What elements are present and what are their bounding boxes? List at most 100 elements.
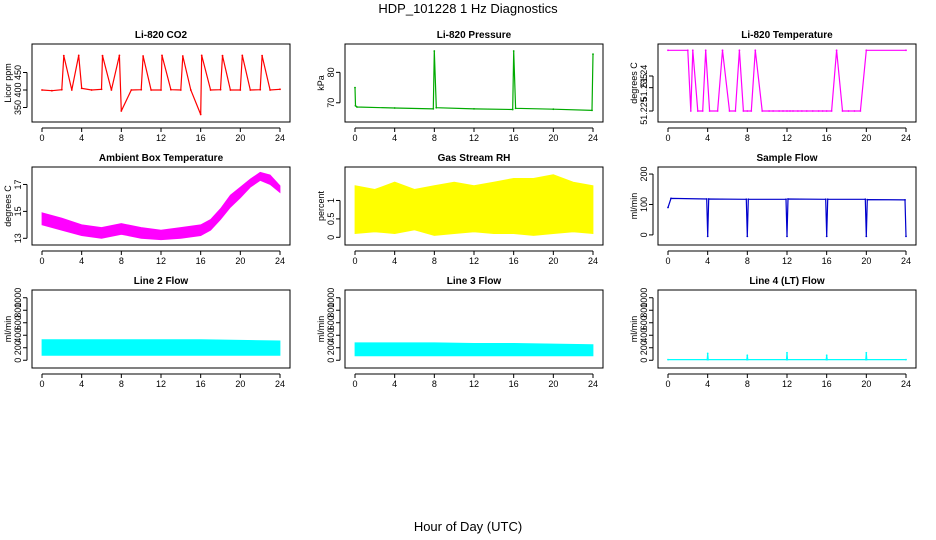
co2-y-tick-label: 450 (13, 65, 23, 80)
licor_temp-point (782, 110, 784, 112)
line3-x-tick-label: 16 (509, 379, 519, 389)
chart-panel-pressure: Li-820 Pressure kPa 0 4 8 12 16 20 24 70 80 (316, 30, 604, 143)
sample_flow-x-tick-label: 12 (782, 256, 792, 266)
line4-y-tick-label: 200 (639, 340, 649, 355)
sample_flow-point (905, 235, 907, 238)
licor_temp-point (830, 110, 833, 112)
licor_temp-x-tick-label: 24 (901, 133, 911, 143)
pressure-title: Li-820 Pressure (437, 30, 512, 41)
licor_temp-y-tick-label: 51.225 (639, 97, 649, 125)
co2-point (279, 88, 281, 91)
licor_temp-series-line (668, 49, 906, 112)
licor_temp-point (686, 49, 689, 52)
ambient-x-tick-label: 12 (156, 256, 166, 266)
rh-title: Gas Stream RH (438, 153, 511, 164)
pressure-x-tick-label: 24 (588, 133, 598, 143)
line2-y-tick-label: 200 (13, 340, 23, 355)
co2-point (62, 54, 65, 57)
co2-point (261, 54, 263, 57)
licor_temp-point (841, 110, 844, 112)
sample_flow-point (826, 198, 829, 201)
rh-ylabel: percent (316, 190, 326, 221)
sample_flow-x-tick-label: 16 (822, 256, 832, 266)
line4-plot-frame (657, 289, 917, 369)
pressure-point (473, 108, 475, 110)
sample_flow-point (824, 198, 827, 201)
rh-y-tick-label: 0 (326, 235, 336, 240)
licor_temp-x-tick-label: 20 (861, 133, 871, 143)
licor_temp-point (772, 110, 774, 112)
licor_temp-x-tick-label: 0 (665, 133, 670, 143)
rh-x-tick-label: 16 (509, 256, 519, 266)
licor_temp-point (789, 110, 791, 112)
licor_temp-x-tick-label: 8 (745, 133, 750, 143)
pressure-x-tick-label: 20 (548, 133, 558, 143)
licor_temp-point (905, 49, 907, 52)
licor_temp-point (721, 49, 724, 52)
pressure-x-tick-label: 16 (509, 133, 519, 143)
line2-x-tick-label: 0 (39, 379, 44, 389)
line2-x-tick-label: 8 (119, 379, 124, 389)
licor_temp-point (792, 110, 794, 112)
sample_flow-title: Sample Flow (756, 153, 817, 164)
line4-point (826, 358, 829, 361)
pressure-data (354, 50, 594, 112)
co2-x-tick-label: 16 (196, 133, 206, 143)
licor_temp-point (738, 49, 741, 52)
rh-x-tick-label: 8 (432, 256, 437, 266)
ambient-x-tick-label: 0 (39, 256, 44, 266)
line2-x-tick-label: 4 (79, 379, 84, 389)
sample_flow-point (825, 235, 828, 238)
co2-point (90, 89, 93, 91)
co2-x-tick-label: 0 (39, 133, 44, 143)
sample_flow-point (747, 198, 750, 201)
licor_temp-point (801, 110, 803, 112)
line3-x-tick-label: 24 (588, 379, 598, 389)
line3-data (354, 342, 594, 357)
licor_temp-point (768, 110, 770, 112)
line2-x-tick-label: 12 (156, 379, 166, 389)
licor_temp-point (847, 110, 850, 112)
licor_temp-x-tick-label: 16 (822, 133, 832, 143)
sample_flow-y-axis: 0 100 200 (639, 167, 654, 237)
line3-x-tick-label: 8 (432, 379, 437, 389)
line3-y-tick-label: 200 (326, 340, 336, 355)
rh-series-band (354, 174, 594, 236)
line2-y-tick-label: 0 (13, 358, 23, 363)
line2-x-tick-label: 24 (275, 379, 285, 389)
line4-point (707, 358, 710, 361)
line3-y-tick-label: 400 (326, 328, 336, 343)
licor_temp-point (696, 110, 699, 112)
co2-x-tick-label: 20 (235, 133, 245, 143)
line3-plot-frame (344, 289, 604, 369)
licor_temp-point (691, 49, 694, 52)
licor_temp-point (853, 110, 856, 112)
line4-point (905, 358, 907, 361)
sample_flow-x-tick-label: 20 (861, 256, 871, 266)
pressure-point (354, 104, 357, 107)
sample_flow-point (746, 235, 749, 238)
rh-plot-frame (344, 166, 604, 246)
sample_flow-plot-frame (657, 166, 917, 246)
licor_temp-point (805, 110, 808, 112)
line4-ylabel: ml/min (629, 316, 639, 343)
line4-point (865, 358, 868, 361)
line4-title: Line 4 (LT) Flow (749, 276, 825, 287)
co2-x-tick-label: 24 (275, 133, 285, 143)
co2-point (181, 55, 184, 57)
ambient-x-tick-label: 20 (235, 256, 245, 266)
licor_temp-plot-frame (657, 43, 917, 123)
licor_temp-point (734, 110, 737, 112)
co2-series-line (41, 55, 281, 115)
line2-x-tick-label: 16 (196, 379, 206, 389)
pressure-y-axis: 70 80 (326, 67, 341, 108)
sample_flow-point (707, 198, 710, 200)
rh-y-tick-label: 1 (326, 198, 336, 203)
co2-point (101, 54, 104, 57)
licor_temp-point (761, 110, 764, 112)
sample_flow-y-tick-label: 0 (639, 232, 649, 237)
chart-panel-licor_temp: Li-820 Temperature degrees C 0 4 8 12 16 20 24 51… (629, 30, 917, 143)
ambient-x-tick-label: 4 (79, 256, 84, 266)
